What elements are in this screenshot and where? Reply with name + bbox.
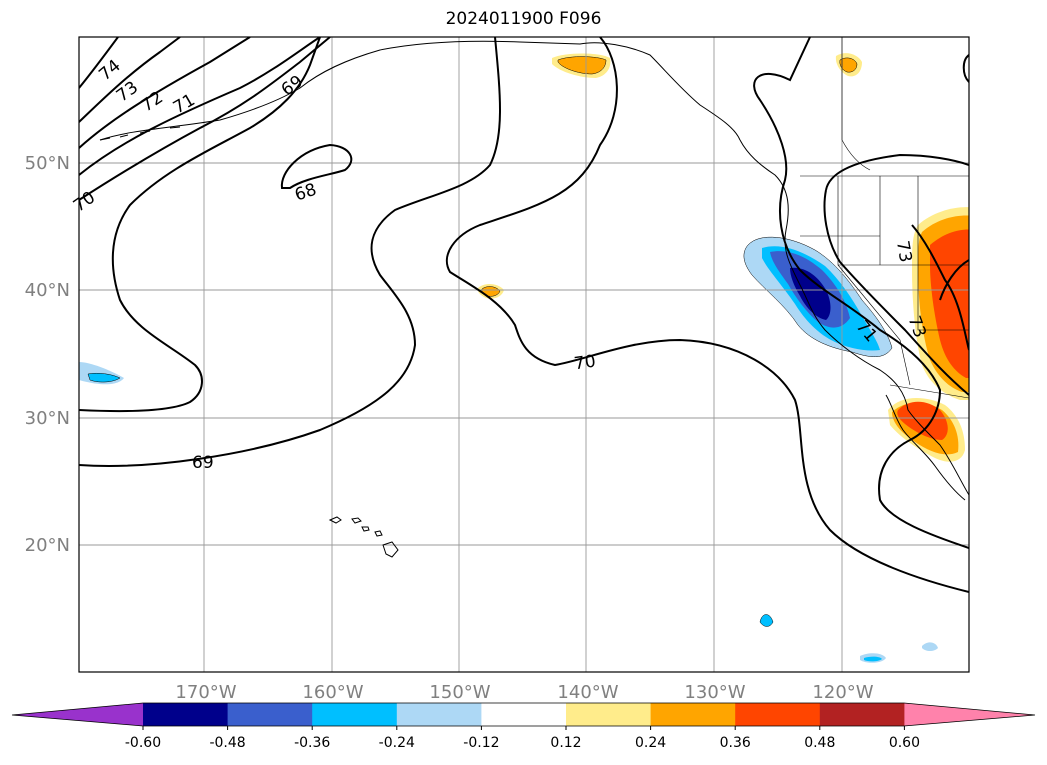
contour-lines [79,37,969,593]
hawaii-3 [361,526,370,532]
mexico-border [889,384,969,399]
colorbar-tick-label: 0.60 [889,735,920,751]
negative-anomaly-west-core [87,372,121,383]
colorbar-segments [12,703,1035,726]
contour-label-73: 73 [113,77,142,106]
contour-74 [79,37,119,89]
colorbar-extend-low [12,703,143,726]
colorbar-segment [396,703,482,726]
state-border-3 [917,176,969,331]
colorbar-segment [143,703,229,726]
contour-label-72: 72 [138,88,167,117]
colorbar-tick-label: 0.36 [720,735,751,751]
contour-70-north [79,37,331,201]
contour-east-edge [962,54,969,83]
contour-label-70-main: 70 [573,351,597,374]
colorbar-segment [650,703,736,726]
hawaii-2 [351,517,362,524]
hawaii-1 [328,516,342,524]
lon-label-160: 160°W [302,682,363,703]
lon-label-170: 170°W [175,682,236,703]
colorbar-tick-label: 0.24 [635,735,666,751]
colorbar-tick-label: -0.24 [379,735,415,751]
lon-label-140: 140°W [557,682,618,703]
map-title: 2024011900 F096 [445,9,602,29]
lon-label-150: 150°W [429,682,490,703]
alaska-coast [99,40,741,141]
coastlines [99,40,969,558]
state-border-5 [837,264,911,386]
colorbar-segment [566,703,652,726]
colorbar-tick-label: -0.60 [125,735,161,751]
political-borders [800,37,969,399]
colorbar-segment [481,703,567,726]
contour-68 [280,143,353,189]
contour-69-coast [753,37,969,549]
positive-anomaly-gulf-alaska-core [557,56,607,75]
colorbar-segment [735,703,821,726]
contour-69-west [79,37,321,413]
graticule [79,37,969,672]
contour-72 [79,37,251,149]
contour-71-east [825,153,969,191]
positive-anomaly-canada-core [839,57,858,73]
colorbar-tick-label: 0.48 [804,735,835,751]
contour-label-73-east: 73 [892,239,915,264]
colorbar-segment [312,703,398,726]
contour-72-east [823,189,969,396]
lat-label-50: 50°N [25,153,70,174]
negative-anomaly-south-2-core [864,656,882,662]
lat-label-30: 30°N [25,408,70,429]
contour-73 [79,37,181,123]
anomaly-shading [79,53,969,663]
colorbar-segment [227,703,313,726]
colorbar-segment [819,703,905,726]
colorbar-tick-label: -0.48 [209,735,245,751]
colorbar-extend-high [904,703,1035,726]
latitude-labels: 50°N 40°N 30°N 20°N [25,153,70,556]
colorbar-tick-label: -0.36 [294,735,330,751]
lat-label-20: 20°N [25,535,70,556]
contour-label-70-west: 70 [70,188,99,217]
contour-label-71: 71 [170,90,199,118]
negative-anomaly-south-3 [922,642,938,651]
lon-label-130: 130°W [684,682,745,703]
alaska-canada-border [841,37,871,171]
colorbar-tick-labels: -0.60 -0.48 -0.36 -0.24 -0.12 0.12 0.24 0.36 0.4… [125,726,920,751]
north-america-west-coast [739,139,969,496]
lon-label-120: 120°W [812,682,873,703]
contour-label-69-south: 69 [192,453,214,473]
map-frame [78,36,970,673]
baja-coast [885,394,966,501]
colorbar: -0.60 -0.48 -0.36 -0.24 -0.12 0.12 0.24 0.36 0.4… [11,702,1036,751]
longitude-labels: 170°W 160°W 150°W 140°W 130°W 120°W [175,682,873,703]
hawaii-4 [374,530,383,537]
contour-70-main [445,37,969,593]
negative-anomaly-core [790,267,831,320]
contour-71 [79,37,321,176]
colorbar-tick-label: -0.12 [463,735,499,751]
colorbar-tick-label: 0.12 [550,735,581,751]
aleutian-islands [99,126,181,141]
lat-label-40: 40°N [25,280,70,301]
hawaii-5 [382,541,399,558]
contour-69-main [79,37,501,467]
negative-anomaly-south-1 [759,614,774,627]
contour-73-east [911,224,969,351]
